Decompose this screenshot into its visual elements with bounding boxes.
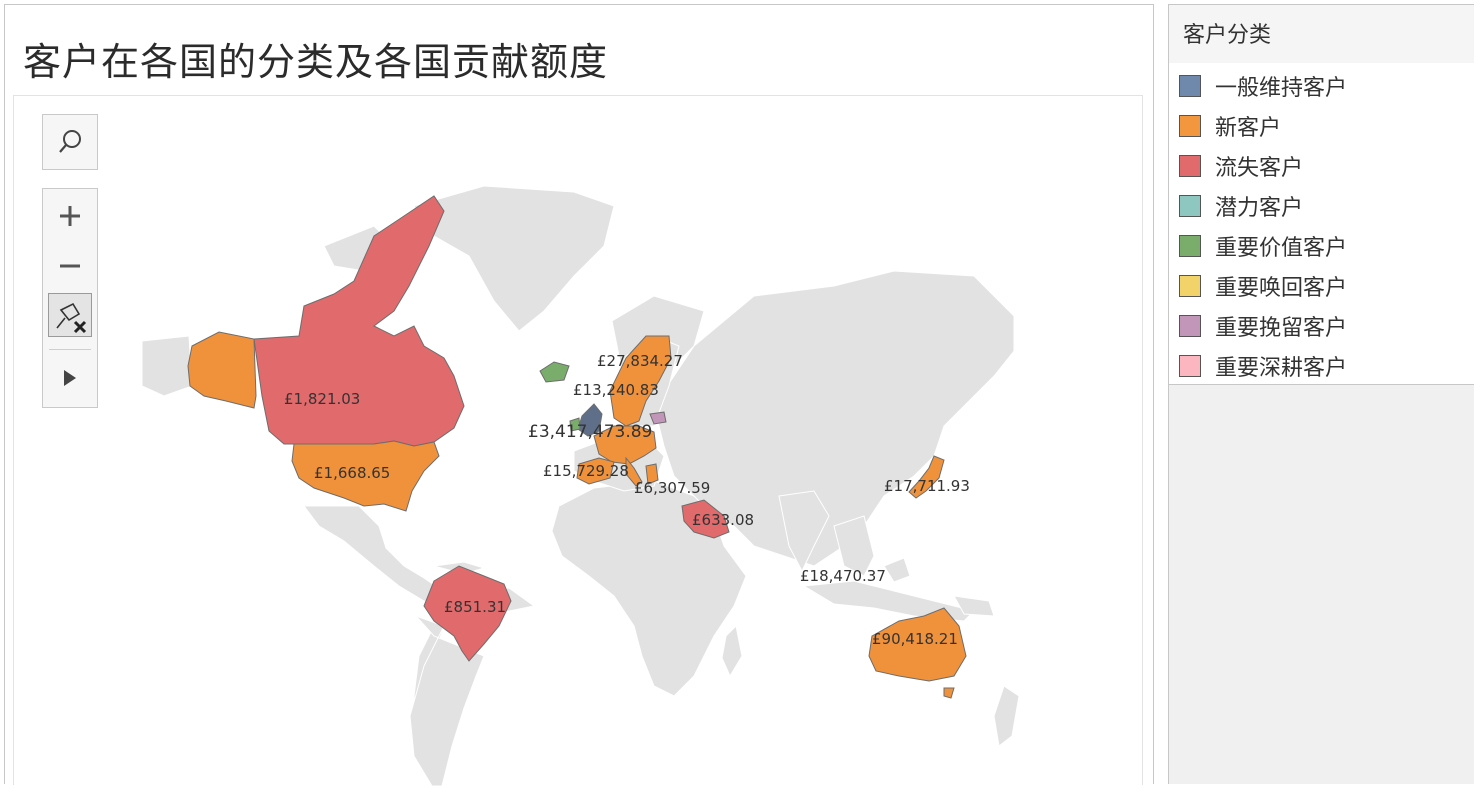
legend-swatch — [1179, 115, 1201, 137]
label-usa: £1,668.65 — [314, 464, 390, 482]
label-japan: £17,711.93 — [884, 477, 970, 495]
label-uk: £3,417,473.89 — [528, 422, 652, 442]
legend-item-new[interactable]: 新客户 — [1179, 111, 1281, 141]
legend: 客户分类 一般维持客户 新客户 流失客户 潜力客户 重要价值客户 重要唤回客户 … — [1169, 5, 1474, 385]
legend-label: 重要唤回客户 — [1215, 276, 1348, 301]
legend-swatch — [1179, 315, 1201, 337]
map-zoom-controls — [42, 188, 98, 408]
legend-title: 客户分类 — [1169, 5, 1474, 63]
country-ireland — [569, 417, 581, 432]
country-tasmania — [943, 687, 955, 699]
label-canada: £1,821.03 — [284, 390, 360, 408]
plus-icon — [60, 206, 80, 226]
zoom-out-button[interactable] — [43, 243, 97, 289]
label-norway: £13,240.83 — [573, 381, 659, 399]
country-lithuania — [649, 411, 667, 425]
legend-panel: 客户分类 一般维持客户 新客户 流失客户 潜力客户 重要价值客户 重要唤回客户 … — [1168, 4, 1474, 784]
legend-item-important-develop[interactable]: 重要深耕客户 — [1179, 351, 1347, 381]
legend-swatch — [1179, 75, 1201, 97]
legend-label: 重要挽留客户 — [1215, 316, 1348, 341]
label-brazil: £851.31 — [444, 598, 506, 616]
legend-label: 一般维持客户 — [1215, 76, 1348, 101]
pin-reset-icon — [56, 302, 87, 334]
label-spain: £15,729.28 — [543, 462, 629, 480]
legend-label: 流失客户 — [1215, 156, 1304, 181]
country-alaska — [187, 331, 257, 409]
highlighted-countries[interactable] — [187, 195, 967, 699]
country-japan — [908, 455, 945, 499]
legend-item-important-recall[interactable]: 重要唤回客户 — [1179, 271, 1347, 301]
legend-item-potential[interactable]: 潜力客户 — [1179, 191, 1303, 221]
page-title: 客户在各国的分类及各国贡献额度 — [23, 40, 609, 84]
expand-toolbar-button[interactable] — [43, 355, 97, 401]
country-western-europe — [593, 425, 657, 465]
country-italy — [625, 456, 643, 487]
reset-map-button[interactable] — [48, 293, 92, 337]
label-israel: £6,307.59 — [634, 479, 710, 497]
minus-icon — [60, 264, 80, 268]
legend-label: 重要价值客户 — [1215, 236, 1348, 261]
country-saudi-arabia — [681, 499, 730, 539]
label-singapore: £18,470.37 — [800, 567, 886, 585]
search-icon — [59, 130, 81, 153]
country-spain — [576, 457, 615, 485]
label-australia: £90,418.21 — [872, 630, 958, 648]
map-labels: £1,821.03 £1,668.65 £851.31 £27,834.27 £… — [284, 352, 970, 648]
country-brazil — [423, 565, 512, 662]
legend-item-important-retain[interactable]: 重要挽留客户 — [1179, 311, 1347, 341]
country-usa — [291, 440, 440, 512]
country-iceland — [539, 361, 570, 383]
label-saudi-arabia: £633.08 — [692, 511, 754, 529]
legend-swatch — [1179, 355, 1201, 377]
legend-label: 潜力客户 — [1215, 196, 1304, 221]
zoom-divider — [49, 349, 91, 350]
country-scandinavia — [609, 335, 672, 427]
legend-label: 重要深耕客户 — [1215, 356, 1348, 381]
country-greece — [645, 463, 659, 485]
legend-swatch — [1179, 155, 1201, 177]
legend-item-important-value[interactable]: 重要价值客户 — [1179, 231, 1347, 261]
label-sweden: £27,834.27 — [597, 352, 683, 370]
legend-swatch — [1179, 235, 1201, 257]
legend-swatch — [1179, 275, 1201, 297]
zoom-in-button[interactable] — [43, 193, 97, 239]
world-map[interactable]: £1,821.03 £1,668.65 £851.31 £27,834.27 £… — [14, 96, 1144, 786]
map-frame[interactable]: £1,821.03 £1,668.65 £851.31 £27,834.27 £… — [13, 95, 1144, 786]
map-search-button[interactable] — [42, 114, 98, 170]
legend-item-lost[interactable]: 流失客户 — [1179, 151, 1303, 181]
dashboard: 客户在各国的分类及各国贡献额度 — [4, 4, 1154, 786]
legend-swatch — [1179, 195, 1201, 217]
legend-label: 新客户 — [1215, 116, 1282, 141]
play-icon — [64, 370, 76, 386]
country-australia — [868, 607, 967, 682]
legend-item-general-maintain[interactable]: 一般维持客户 — [1179, 71, 1347, 101]
